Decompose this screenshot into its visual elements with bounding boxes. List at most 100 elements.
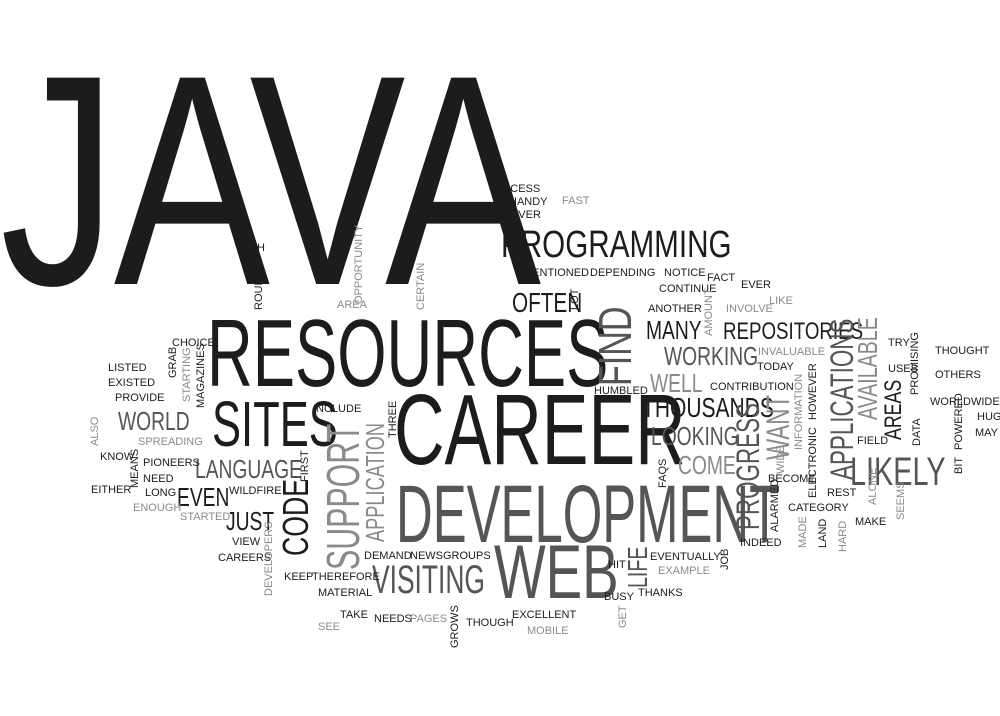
word-therefore: THEREFORE xyxy=(312,571,380,583)
word-see: SEE xyxy=(318,621,341,633)
word-needs: NEEDS xyxy=(374,613,412,625)
word-involve: INVOLVE xyxy=(726,303,773,315)
word-area: AREA xyxy=(337,299,367,311)
word-others: OTHERS xyxy=(935,369,981,381)
word-alarmed: ALARMED xyxy=(769,478,781,532)
word-java: JAVA xyxy=(0,12,541,348)
word-first: FIRST xyxy=(299,450,311,482)
word-round: ROUND xyxy=(253,269,265,310)
word-keep: KEEP xyxy=(284,571,314,583)
word-just: JUST xyxy=(226,506,275,536)
word-mentioned: MENTIONED xyxy=(523,267,589,279)
word-though: THOUGH xyxy=(466,617,514,629)
word-come: COME xyxy=(678,450,736,480)
word-developers: DEVELOPERS xyxy=(263,521,275,596)
word-fact: FACT xyxy=(707,272,736,284)
word-life: LIFE xyxy=(622,546,653,588)
word-eventually: EVENTUALLY xyxy=(650,551,721,563)
word-indeed: INDEED xyxy=(740,537,782,549)
word-bit: BIT xyxy=(953,456,965,474)
word-find: FIND xyxy=(589,306,641,386)
word-resources: RESOURCES xyxy=(207,300,609,407)
word-electronic: ELECTRONIC xyxy=(807,427,819,498)
word-land: LAND xyxy=(817,518,829,548)
word-areas: AREAS xyxy=(880,379,907,440)
word-provide: PROVIDE xyxy=(115,392,165,404)
word-visiting: VISITING xyxy=(372,558,485,602)
word-access: ACCESS xyxy=(495,183,541,195)
word-rest: REST xyxy=(827,487,857,499)
word-mobile: MOBILE xyxy=(527,625,569,637)
word-huge: HUGE xyxy=(977,411,1000,423)
word-uses: USES xyxy=(888,363,918,375)
word-include: INCLUDE xyxy=(313,403,362,415)
word-either: EITHER xyxy=(91,484,132,496)
word-worldwide: WORLDWIDE xyxy=(930,396,1000,408)
word-wildfire: WILDFIRE xyxy=(229,485,282,497)
word-means: MEANS xyxy=(129,448,141,488)
word-job: JOB xyxy=(719,548,731,570)
word-ever: EVER xyxy=(741,279,771,291)
word-listed: LISTED xyxy=(108,362,147,374)
word-try: TRY xyxy=(888,337,910,349)
word-wide: WIDE xyxy=(775,445,787,474)
word-seems: SEEMS xyxy=(895,481,907,520)
word-category: CATEGORY xyxy=(788,502,849,514)
word-faqs: FAQS xyxy=(657,458,669,488)
word-working: WORKING xyxy=(664,341,759,371)
word-make: MAKE xyxy=(855,516,887,528)
word-newsgroups: NEWSGROUPS xyxy=(410,550,491,562)
word-existed: EXISTED xyxy=(108,377,156,389)
word-powered: POWERED xyxy=(953,393,965,450)
word-field: FIELD xyxy=(857,435,889,447)
word-programming: PROGRAMMING xyxy=(501,224,732,266)
word-long: LONG xyxy=(145,487,177,499)
word-web: WEB xyxy=(494,530,619,615)
word-busy: BUSY xyxy=(604,591,634,603)
word-lot: LOT xyxy=(569,288,581,310)
word-grows: GROWS xyxy=(449,605,461,648)
word-demand: DEMAND xyxy=(364,550,412,562)
word-invaluable: INVALUABLE xyxy=(758,346,826,358)
word-amount: AMOUNT xyxy=(703,288,715,336)
word-grab: GRAB xyxy=(167,346,179,378)
word-notice: NOTICE xyxy=(664,267,706,279)
word-thousands: THOUSANDS xyxy=(642,392,774,423)
word-get: GET xyxy=(617,605,629,628)
word-even: EVEN xyxy=(177,482,230,512)
word-humbled: HUMBLED xyxy=(594,385,648,397)
word-excellent: EXCELLENT xyxy=(512,609,577,621)
word-started: STARTED xyxy=(180,511,231,523)
word-magazines: MAGAZINES xyxy=(195,343,207,408)
word-opportunity: OPPORTUNITY xyxy=(353,224,365,304)
word-continue: CONTINUE xyxy=(659,283,717,295)
word-development: DEVELOPMENT xyxy=(396,469,781,560)
word-code: CODE xyxy=(275,479,316,556)
word-need: NEED xyxy=(143,473,174,485)
word-enough: ENOUGH xyxy=(133,502,182,514)
word-career: CAREER xyxy=(394,374,686,486)
word-pages: PAGES xyxy=(410,613,448,625)
word-alone: ALONE xyxy=(867,467,879,505)
word-also: ALSO xyxy=(89,416,101,446)
word-depending: DEPENDING xyxy=(590,267,656,279)
word-like: LIKE xyxy=(769,295,793,307)
word-pioneers: PIONEERS xyxy=(143,457,200,469)
word-repositories: REPOSITORIES xyxy=(723,318,864,345)
word-made: MADE xyxy=(797,516,809,548)
word-choice: CHOICE xyxy=(172,337,215,349)
word-thought: THOUGHT xyxy=(935,345,990,357)
word-example: EXAMPLE xyxy=(658,565,710,577)
word-information: INFORMATION xyxy=(793,373,805,450)
word-another: ANOTHER xyxy=(648,303,702,315)
word-looking: LOOKING xyxy=(651,421,739,451)
word-likely: LIKELY xyxy=(850,450,946,494)
word-world: WORLD xyxy=(118,406,190,436)
word-three: THREE xyxy=(387,400,399,438)
word-hard: HARD xyxy=(837,520,849,552)
word-many: MANY xyxy=(646,315,702,345)
word-certain: CERTAIN xyxy=(415,262,427,310)
word-handy: HANDY xyxy=(509,196,548,208)
word-know: KNOW xyxy=(100,451,135,463)
